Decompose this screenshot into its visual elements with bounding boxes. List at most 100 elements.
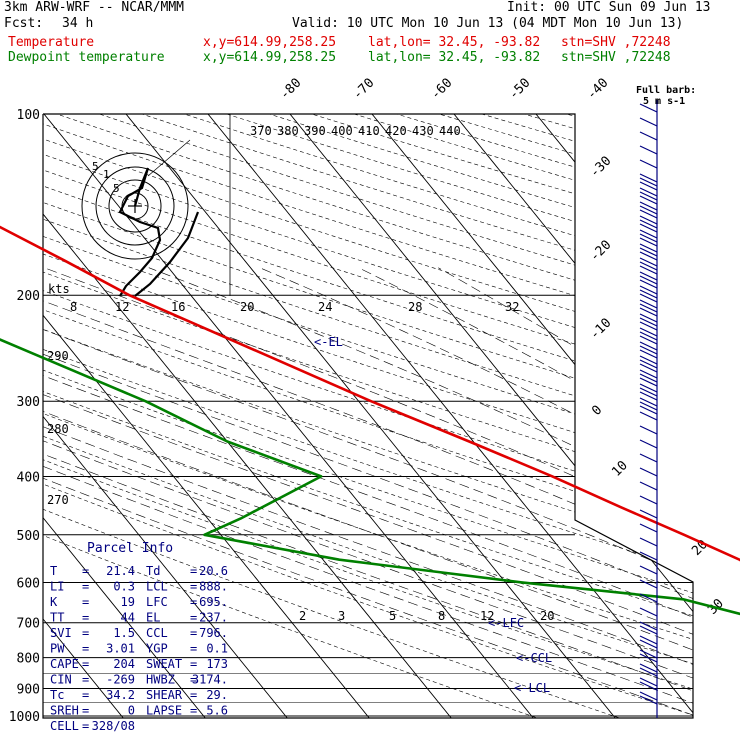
dry-adiabat [43, 114, 693, 718]
parcel-field-name: YGP [146, 642, 168, 656]
dry-adiabat [43, 114, 693, 718]
isotherm-line [688, 114, 693, 718]
moist-adiabat [43, 267, 693, 717]
wind-barb [639, 191, 658, 201]
dry-adiabat [43, 114, 652, 718]
wind-barb [639, 387, 658, 397]
wind-barb [639, 593, 658, 603]
parcel-equals: = [190, 673, 197, 687]
parcel-field-value: 888. [199, 580, 228, 594]
hodograph-trace [118, 167, 162, 297]
wind-barb [639, 237, 658, 247]
wind-barb [639, 523, 658, 533]
parcel-equals: = [82, 673, 89, 687]
mixing-ratio-label: 20 [240, 300, 254, 314]
isotherm-tick-label: -40 [584, 76, 611, 103]
wind-barb [639, 299, 658, 309]
valid-time: Valid: 10 UTC Mon 10 Jun 13 (04 MDT Mon … [292, 16, 684, 31]
temperature-station: stn=SHV ,72248 [561, 35, 671, 50]
wind-barb [639, 219, 658, 229]
wind-barb [639, 401, 658, 411]
wind-barb [639, 293, 658, 303]
parcel-field-value: 695. [199, 595, 228, 609]
moist-adiabat [43, 267, 693, 717]
wind-barb [639, 177, 658, 187]
dry-adiabat [43, 114, 693, 718]
moist-adiabat [358, 267, 693, 717]
parcel-equals: = [190, 564, 197, 578]
moist-adiabat [43, 267, 693, 717]
isotherm-tick-label: 20 [689, 537, 711, 559]
theta-tick-label: 430 [412, 124, 434, 138]
wind-barb [639, 405, 658, 415]
hodograph-axis [147, 139, 191, 177]
isotherm-tick-label: -20 [587, 238, 614, 265]
wind-barb [639, 397, 658, 407]
parcel-field-name: K [50, 595, 58, 609]
level-marker-label: <-LFC [488, 616, 524, 630]
isotherm-line [360, 114, 693, 718]
wind-barb [639, 391, 658, 401]
parcel-field-name: PW [50, 642, 65, 656]
isotherm-tick-label: -80 [277, 76, 304, 103]
mixing-ratio-label: 5 [389, 609, 396, 623]
isotherm-line [524, 114, 693, 718]
parcel-field-value: 237. [199, 611, 228, 625]
theta-tick-label: 440 [439, 124, 461, 138]
dry-adiabat [736, 114, 740, 729]
parcel-equals: = [190, 626, 197, 640]
parcel-field-name: CIN [50, 673, 72, 687]
isotherm-tick-label: -30 [587, 154, 614, 181]
hodograph-ring-label: 5 [113, 182, 120, 195]
wind-barb [639, 145, 658, 155]
theta-tick-label: 390 [304, 124, 326, 138]
parcel-field-value: 328/08 [92, 719, 135, 733]
wind-barb [639, 303, 658, 313]
wind-barb [639, 667, 658, 677]
sounding-header: 3km ARW-WRF -- NCAR/MMM Init: 00 UTC Sun… [0, 0, 740, 70]
wind-barb [639, 265, 658, 275]
pressure-tick-label: 1000 [9, 710, 40, 725]
wind-barb [639, 229, 658, 239]
wind-barb [639, 635, 658, 645]
wind-barb [639, 331, 658, 341]
wind-barb [639, 159, 658, 169]
hodograph-units-label: kts [48, 282, 70, 296]
wind-barb [639, 209, 658, 219]
wind-barb [639, 695, 658, 705]
parcel-equals: = [82, 611, 89, 625]
parcel-field-name: CCL [146, 626, 168, 640]
parcel-equals: = [82, 595, 89, 609]
parcel-equals: = [82, 719, 89, 733]
parcel-field-value: 20.6 [199, 564, 228, 578]
mixing-ratio-label: 2 [299, 609, 306, 623]
parcel-equals: = [82, 642, 89, 656]
wind-barb [639, 345, 658, 355]
dewpoint-station: stn=SHV ,72248 [561, 50, 671, 65]
parcel-field-name: SVI [50, 626, 72, 640]
wind-barb [639, 103, 658, 113]
parcel-field-name: Td [146, 564, 160, 578]
wind-barb [639, 355, 658, 365]
parcel-field-name: SREH [50, 704, 79, 718]
pressure-tick-label: 900 [17, 682, 40, 697]
isotherm-tick-label: -70 [350, 76, 377, 103]
parcel-field-value: 19 [121, 595, 135, 609]
wind-barb [639, 551, 658, 561]
hodograph-ring [95, 166, 175, 246]
wind-barb [639, 313, 658, 323]
parcel-field-value: 34.2 [106, 688, 135, 702]
forecast-hours: 34 h [62, 16, 94, 31]
dry-adiabat [651, 114, 693, 718]
parcel-equals: = [190, 657, 197, 671]
wind-barb [639, 467, 658, 477]
pressure-tick-label: 500 [17, 529, 40, 544]
isotherm-line [278, 114, 693, 718]
dry-adiabat [269, 114, 693, 718]
dry-adiabat [43, 114, 693, 718]
dry-adiabat [43, 114, 693, 718]
theta-left-label: 290 [47, 349, 69, 363]
parcel-field-name: EL [146, 611, 160, 625]
mixing-ratio-label: 8 [438, 609, 445, 623]
